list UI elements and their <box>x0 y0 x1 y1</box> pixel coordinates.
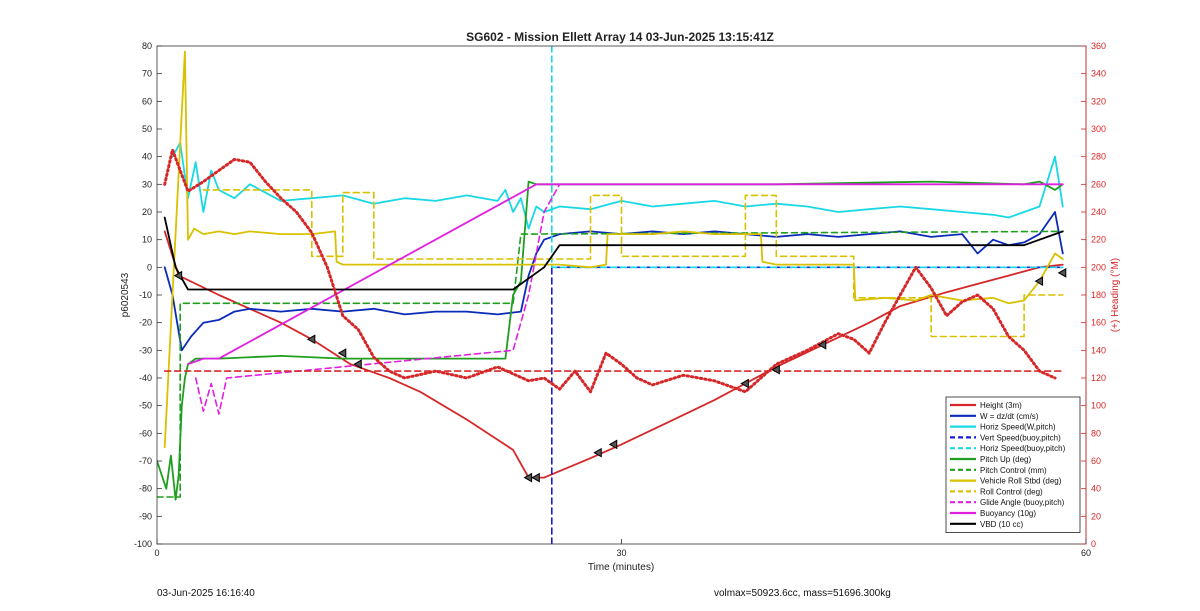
height-marker <box>593 447 602 458</box>
legend-label: VBD (10 cc) <box>980 520 1023 529</box>
y-tick-label: -10 <box>139 290 152 300</box>
y2-tick-label: 240 <box>1091 207 1106 217</box>
y2-tick-label: 100 <box>1091 401 1106 411</box>
series-line-5 <box>157 180 1064 501</box>
y2-axis-label: (+) Heading (°M) <box>1110 258 1121 332</box>
height-marker <box>531 472 540 483</box>
height-marker <box>608 439 618 450</box>
x-tick-label: 30 <box>616 548 626 558</box>
series-line-1 <box>163 211 1064 352</box>
y2-tick-label: 300 <box>1091 124 1106 134</box>
y2-tick-label: 120 <box>1091 373 1106 383</box>
y-tick-label: -100 <box>134 539 152 549</box>
y-tick-label: -20 <box>139 318 152 328</box>
height-marker <box>1034 276 1044 287</box>
series-line-6 <box>157 230 1064 498</box>
x-tick-label: 0 <box>154 548 159 558</box>
left-axis: 80 70 60 50 40 30 20 10 0 -10 -20 -30 -40 -50 -60 -70 -8… <box>134 41 162 549</box>
y-tick-label: -80 <box>139 484 152 494</box>
legend-label: Height (3m) <box>980 401 1022 410</box>
legend-label: Vehicle Roll Stbd (deg) <box>980 477 1062 486</box>
chart-title: SG602 - Mission Ellett Array 14 03-Jun-2… <box>466 30 774 44</box>
legend: Height (3m) W = dz/dt (cm/s) Horiz Speed(W… <box>945 396 1081 534</box>
series-line-13 <box>163 148 1057 394</box>
y-tick-label: 30 <box>142 179 152 189</box>
y-tick-label: 0 <box>147 262 152 272</box>
legend-label: Horiz Speed(W,pitch) <box>980 423 1056 432</box>
y2-tick-label: 260 <box>1091 179 1106 189</box>
footer-date: 03-Jun-2025 16:16:40 <box>157 588 255 599</box>
y2-tick-label: 140 <box>1091 345 1106 355</box>
y-tick-label: -60 <box>139 428 152 438</box>
series-line-4 <box>550 46 1064 269</box>
y-axis-label: p6020543 <box>120 272 131 317</box>
y-tick-label: 50 <box>142 124 152 134</box>
x-tick-label: 60 <box>1081 548 1091 558</box>
series-line-8 <box>202 189 1064 338</box>
height-marker <box>1057 268 1067 278</box>
y-tick-label: 10 <box>142 235 152 245</box>
y-tick-label: -50 <box>139 401 152 411</box>
height-marker <box>353 359 362 370</box>
y2-tick-label: 200 <box>1091 262 1106 272</box>
y-tick-label: -30 <box>139 345 152 355</box>
footer-info: volmax=50923.6cc, mass=51696.300kg <box>714 588 891 599</box>
legend-label: W = dz/dt (cm/s) <box>980 412 1039 421</box>
y-tick-label: -70 <box>139 456 152 466</box>
height-marker <box>523 472 533 483</box>
y2-tick-label: 0 <box>1091 539 1096 549</box>
y-tick-label: 80 <box>142 41 152 51</box>
series-line-11 <box>163 216 1064 291</box>
y2-tick-label: 40 <box>1091 484 1101 494</box>
y2-tick-label: 320 <box>1091 96 1106 106</box>
y2-tick-label: 60 <box>1091 456 1101 466</box>
y2-tick-label: 80 <box>1091 428 1101 438</box>
y-tick-label: 40 <box>142 152 152 162</box>
series-line-10 <box>187 183 1064 366</box>
legend-box <box>945 396 1081 534</box>
x-axis-label: Time (minutes) <box>588 562 654 573</box>
height-marker <box>173 270 183 281</box>
y2-tick-label: 180 <box>1091 290 1106 300</box>
height-marker <box>817 339 827 350</box>
legend-label: Pitch Control (mm) <box>980 466 1047 475</box>
legend-label: Buoyancy (10g) <box>980 509 1036 518</box>
height-marker <box>740 378 749 389</box>
y2-tick-label: 340 <box>1091 69 1106 79</box>
legend-label: Horiz Speed(buoy,pitch) <box>980 444 1066 453</box>
height-marker <box>771 364 780 375</box>
y2-tick-label: 360 <box>1091 41 1106 51</box>
y-tick-label: 60 <box>142 96 152 106</box>
series-line-3 <box>550 266 1064 544</box>
series-line-7 <box>163 50 1064 449</box>
legend-label: Vert Speed(buoy,pitch) <box>980 433 1061 442</box>
y2-tick-label: 220 <box>1091 235 1106 245</box>
y-tick-label: -40 <box>139 373 152 383</box>
height-marker <box>306 334 316 345</box>
y2-tick-label: 160 <box>1091 318 1106 328</box>
x-axis: 0 30 60 <box>154 539 1091 558</box>
y2-tick-label: 20 <box>1091 511 1101 521</box>
series-line-2 <box>171 141 1064 230</box>
height-marker <box>337 348 347 358</box>
series-line-9 <box>194 183 561 415</box>
y-tick-label: 20 <box>142 207 152 217</box>
y2-tick-label: 280 <box>1091 152 1106 162</box>
y-tick-label: -90 <box>139 511 152 521</box>
series-line-0 <box>163 230 1064 479</box>
legend-label: Pitch Up (deg) <box>980 455 1031 464</box>
right-axis: 3603403203002802602402202001801601401201… <box>1081 41 1106 549</box>
y-tick-label: 70 <box>142 69 152 79</box>
legend-label: Roll Control (deg) <box>980 487 1043 496</box>
legend-label: Glide Angle (buoy,pitch) <box>980 498 1065 507</box>
